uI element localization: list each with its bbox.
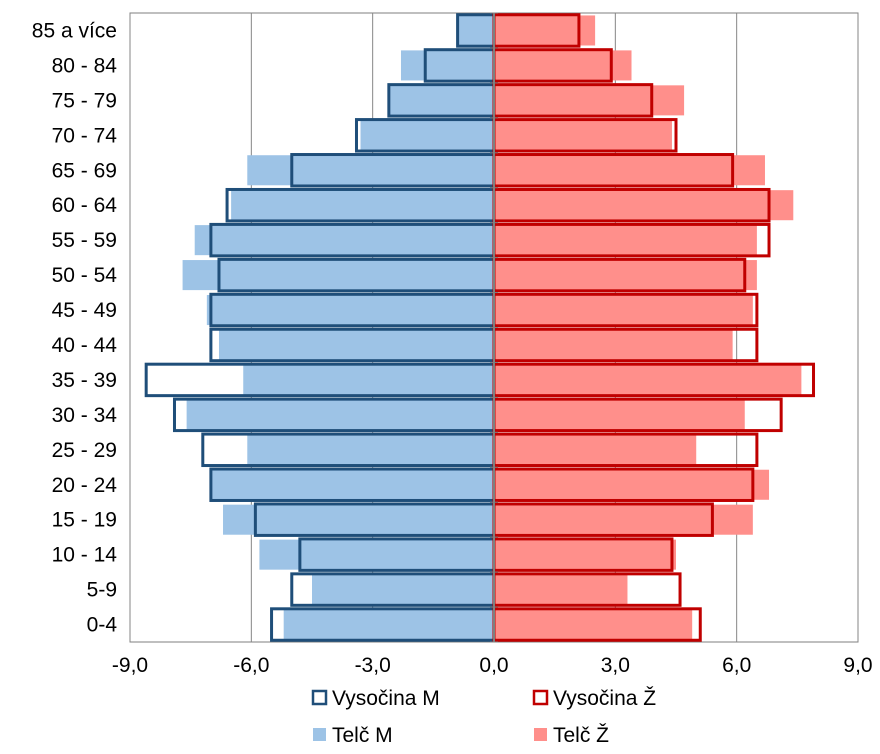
x-tick-label: 0,0 — [479, 654, 508, 677]
y-tick-label: 40 - 44 — [52, 334, 118, 357]
bar-telc-m — [194, 225, 494, 256]
bar-telc-m — [360, 120, 494, 151]
x-tick-label: -9,0 — [112, 654, 148, 677]
bars — [144, 13, 816, 642]
y-tick-label: 15 - 19 — [52, 509, 117, 532]
y-tick-label: 10 - 14 — [52, 544, 118, 567]
legend-label: Vysočina M — [332, 687, 440, 710]
bar-telc-m — [223, 504, 494, 535]
bar-telc-z — [494, 364, 802, 395]
y-tick-label: 0-4 — [87, 614, 118, 637]
y-tick-label: 30 - 34 — [52, 404, 118, 427]
y-tick-label: 75 - 79 — [52, 89, 117, 112]
bar-telc-m — [312, 574, 494, 605]
y-tick-label: 80 - 84 — [52, 54, 118, 77]
y-tick-label: 55 - 59 — [52, 229, 117, 252]
bar-telc-z — [494, 50, 632, 81]
bar-telc-m — [218, 329, 494, 360]
bar-telc-z — [494, 190, 794, 221]
x-tick-label: -3,0 — [355, 654, 391, 677]
bar-telc-z — [494, 399, 745, 430]
x-tick-label: 3,0 — [601, 654, 630, 677]
x-axis-labels: -9,0 -6,0 -3,0 0,0 3,0 6,0 9,0 — [112, 654, 873, 677]
bar-telc-z — [494, 469, 770, 500]
bar-telc-z — [494, 120, 672, 151]
legend-swatch — [534, 728, 547, 741]
bar-telc-m — [388, 85, 494, 116]
y-axis-labels: 0-4 5-9 10 - 14 15 - 19 20 - 24 25 - 29 30 - 3… — [32, 19, 118, 636]
bar-telc-m — [243, 364, 494, 395]
bar-telc-z — [494, 155, 765, 186]
legend-label: Telč M — [332, 724, 393, 747]
x-tick-label: -6,0 — [233, 654, 269, 677]
legend-label: Vysočina Ž — [553, 687, 656, 710]
y-tick-label: 60 - 64 — [52, 194, 118, 217]
y-tick-label: 20 - 24 — [52, 474, 118, 497]
legend: Vysočina M Vysočina Ž Telč M Telč Ž — [311, 687, 656, 747]
bar-telc-m — [283, 609, 494, 640]
y-tick-label: 70 - 74 — [52, 124, 118, 147]
x-tick-label: 9,0 — [843, 654, 872, 677]
bar-telc-z — [494, 260, 757, 291]
bar-telc-z — [494, 225, 757, 256]
bar-telc-m — [210, 469, 494, 500]
y-tick-label: 5-9 — [87, 579, 117, 602]
bar-telc-z — [494, 85, 685, 116]
axes — [490, 12, 498, 643]
y-tick-label: 85 a více — [32, 19, 117, 42]
bar-telc-m — [182, 260, 495, 291]
bar-telc-z — [494, 329, 733, 360]
bar-telc-m — [400, 50, 494, 81]
legend-swatch — [313, 728, 326, 741]
bar-telc-z — [494, 539, 676, 570]
bar-telc-z — [494, 574, 628, 605]
y-tick-label: 35 - 39 — [52, 369, 117, 392]
bar-telc-m — [186, 399, 494, 430]
bar-telc-z — [494, 609, 693, 640]
bar-telc-z — [494, 295, 753, 326]
bar-telc-m — [247, 155, 494, 186]
gridlines — [129, 13, 859, 642]
bar-telc-z — [494, 504, 753, 535]
legend-label: Telč Ž — [553, 724, 609, 747]
bar-telc-m — [457, 15, 494, 46]
legend-swatch — [532, 689, 549, 706]
x-tick-label: 6,0 — [722, 654, 751, 677]
bar-telc-z — [494, 434, 697, 465]
bar-telc-m — [206, 295, 494, 326]
bar-telc-m — [231, 190, 494, 221]
y-tick-label: 45 - 49 — [52, 299, 117, 322]
y-tick-label: 25 - 29 — [52, 439, 117, 462]
legend-swatch — [311, 689, 328, 706]
bar-telc-m — [259, 539, 494, 570]
bar-telc-m — [247, 434, 494, 465]
y-tick-label: 65 - 69 — [52, 159, 117, 182]
y-tick-label: 50 - 54 — [52, 264, 118, 287]
